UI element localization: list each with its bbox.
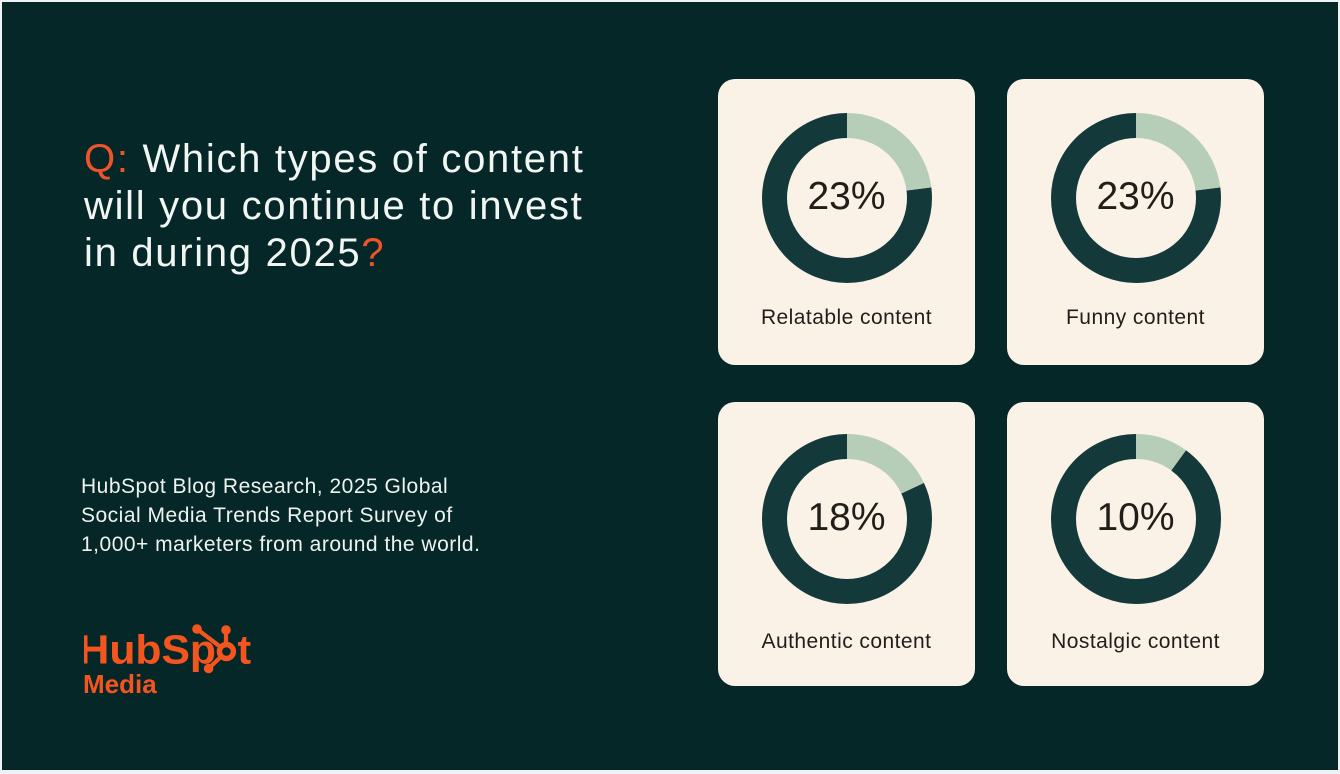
svg-text:HubSp: HubSp — [84, 626, 216, 672]
svg-text:t: t — [238, 626, 252, 672]
